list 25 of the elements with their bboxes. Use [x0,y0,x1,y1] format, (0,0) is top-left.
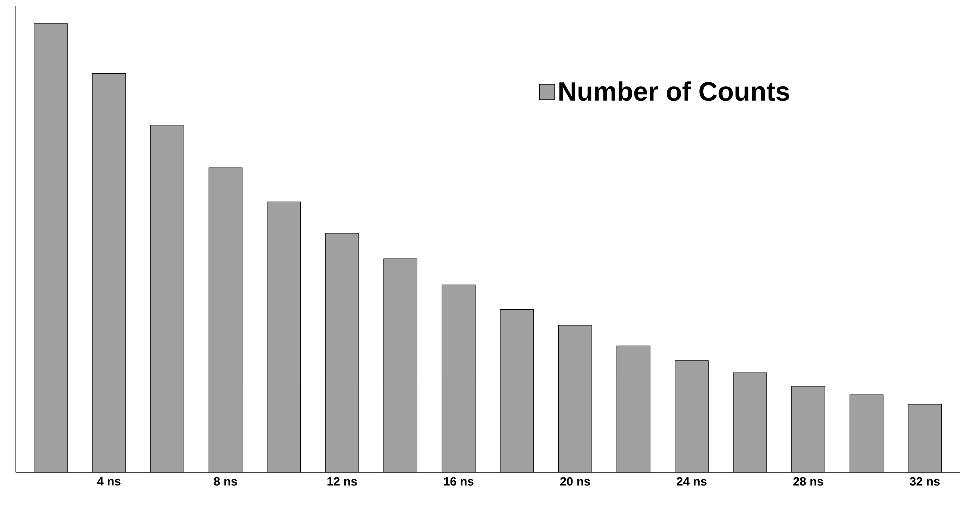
bar [384,258,418,473]
bar [675,360,709,473]
bar [325,233,360,473]
bar [558,325,592,473]
x-tick-label: 28 ns [794,477,824,486]
bar [616,346,651,473]
bar [34,24,68,473]
x-tick-label: 20 ns [560,477,590,486]
bar [442,284,476,473]
legend-label: Number of Counts [560,82,790,102]
x-tick-label: 24 ns [677,477,707,486]
bar [500,310,534,473]
x-tick-label: 12 ns [328,477,358,486]
bar [850,394,884,473]
x-tick-label: 4 ns [97,477,121,486]
bar [792,386,826,473]
x-tick-label: 8 ns [214,477,238,486]
x-tick-label: 32 ns [910,477,940,486]
bar [92,73,126,473]
bar [208,168,243,473]
bar [733,372,768,473]
bar [908,404,942,473]
x-tick-label: 16 ns [444,477,474,486]
bar [267,202,301,473]
bar [150,125,184,473]
